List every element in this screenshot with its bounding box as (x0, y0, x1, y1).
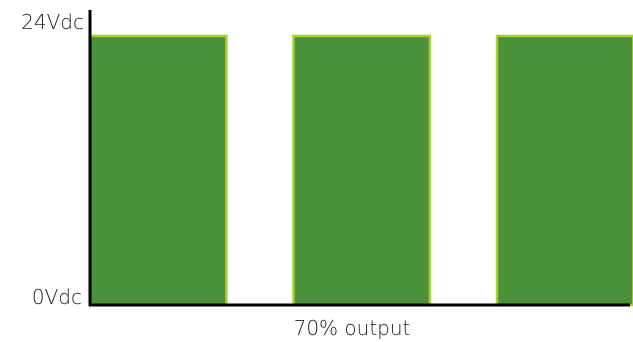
pulse-2 (292, 34, 432, 307)
y-min-label: 0Vdc (32, 285, 82, 309)
y-max-label: 24Vdc (21, 10, 84, 34)
pulse-3 (495, 34, 633, 307)
pulse-1 (88, 34, 228, 307)
x-axis-label: 70% output (294, 316, 411, 340)
pulses-group (88, 34, 633, 307)
